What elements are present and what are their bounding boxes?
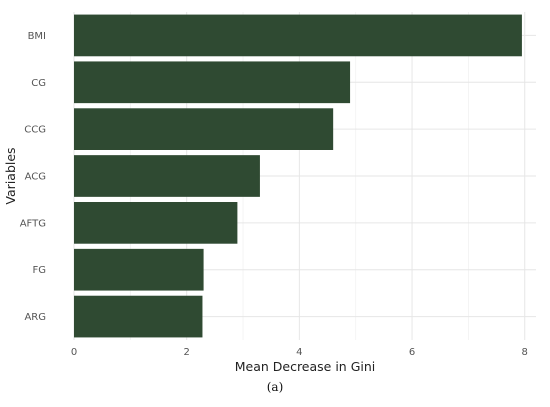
x-tick-label: 0	[71, 347, 77, 358]
x-tick-label: 4	[296, 347, 302, 358]
x-tick-label: 2	[183, 347, 189, 358]
figure-caption: (a)	[267, 380, 284, 394]
bar-aftg	[74, 202, 238, 244]
bar-arg	[74, 295, 203, 338]
bar-acg	[74, 155, 260, 197]
x-tick-labels: 0 2 4 6 8	[71, 347, 528, 358]
bar-fg	[74, 248, 204, 291]
bar-ccg	[74, 108, 334, 150]
y-tick-label: BMI	[28, 31, 46, 42]
bar-bmi	[74, 14, 522, 57]
y-tick-labels: BMI CG CCG ACG AFTG FG ARG	[20, 31, 46, 323]
y-tick-label: CG	[31, 78, 46, 89]
y-tick-label: ACG	[25, 172, 46, 183]
y-tick-label: ARG	[24, 312, 46, 323]
x-axis-title: Mean Decrease in Gini	[235, 359, 376, 374]
bars	[74, 14, 522, 338]
x-tick-label: 6	[409, 347, 415, 358]
y-tick-label: CCG	[24, 125, 46, 136]
bar-cg	[74, 61, 351, 104]
x-tick-label: 8	[522, 347, 528, 358]
y-tick-label: AFTG	[20, 218, 46, 229]
y-axis-title: Variables	[3, 147, 18, 204]
y-tick-label: FG	[32, 265, 46, 276]
